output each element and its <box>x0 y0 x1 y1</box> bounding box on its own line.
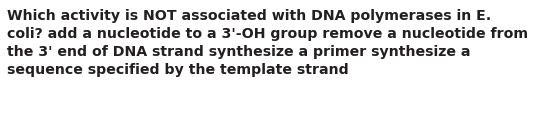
Text: Which activity is NOT associated with DNA polymerases in E.
coli? add a nucleoti: Which activity is NOT associated with DN… <box>7 9 528 77</box>
